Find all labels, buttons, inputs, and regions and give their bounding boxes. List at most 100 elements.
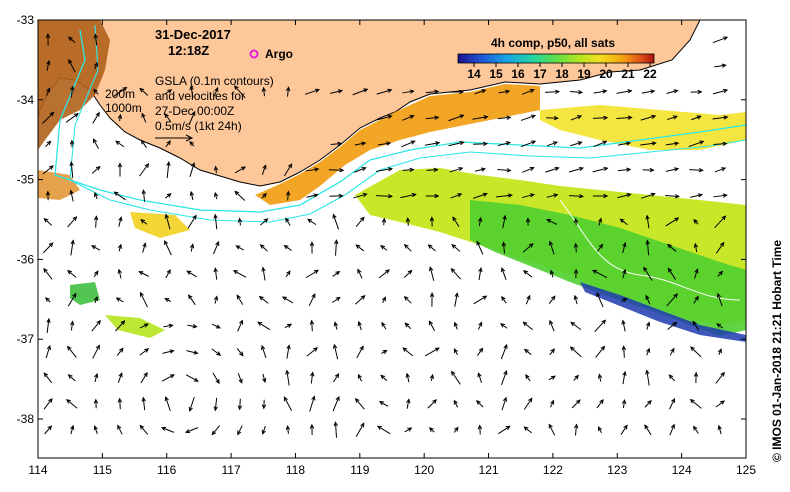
velocity-arrow <box>646 240 650 256</box>
velocity-arrowhead <box>452 216 457 222</box>
velocity-arrowhead <box>164 396 169 402</box>
velocity-arrow <box>46 60 50 72</box>
velocity-arrowhead <box>457 193 463 198</box>
velocity-arrow <box>477 348 483 356</box>
velocity-arrowhead <box>649 167 655 173</box>
velocity-arrowhead <box>428 427 434 432</box>
velocity-arrow <box>139 425 149 435</box>
velocity-arrow <box>641 193 655 199</box>
velocity-arrowhead <box>483 141 489 147</box>
colorbar-tick-label: 14 <box>467 67 481 81</box>
velocity-arrowhead <box>621 345 627 351</box>
x-tick-label: 125 <box>736 463 756 477</box>
velocity-arrowhead <box>432 399 438 404</box>
velocity-arrowhead <box>46 140 52 146</box>
velocity-arrow <box>329 90 343 94</box>
velocity-arrowhead <box>598 243 604 249</box>
velocity-arrow <box>307 218 317 226</box>
velocity-arrowhead <box>168 323 174 328</box>
velocity-arrow <box>190 191 194 201</box>
velocity-arrowhead <box>313 347 319 352</box>
velocity-arrow <box>114 191 126 201</box>
velocity-arrow <box>286 345 290 359</box>
velocity-arrow <box>332 214 340 230</box>
velocity-arrowhead <box>143 371 148 377</box>
velocity-arrowhead <box>240 166 246 171</box>
velocity-arrow <box>450 193 462 199</box>
velocity-arrowhead <box>548 240 554 246</box>
velocity-arrow <box>332 271 340 277</box>
velocity-arrowhead <box>717 424 722 430</box>
velocity-arrow <box>597 244 603 252</box>
velocity-arrow <box>44 425 52 435</box>
velocity-arrow <box>669 424 675 436</box>
velocity-arrowhead <box>332 343 338 349</box>
y-tick-label: -38 <box>17 412 35 426</box>
velocity-arrowhead <box>428 266 434 272</box>
velocity-arrowhead <box>285 190 291 196</box>
velocity-arrow <box>70 425 74 435</box>
velocity-arrow <box>622 400 626 408</box>
velocity-arrow <box>115 140 125 148</box>
velocity-arrowhead <box>550 375 556 380</box>
velocity-arrowhead <box>215 240 220 246</box>
velocity-arrow <box>428 320 436 332</box>
velocity-arrow <box>402 90 414 94</box>
velocity-arrowhead <box>117 162 123 168</box>
velocity-arrowhead <box>453 399 458 405</box>
velocity-arrow <box>717 271 723 277</box>
velocity-arrow <box>257 321 271 331</box>
velocity-arrowhead <box>285 217 290 223</box>
velocity-arrowhead <box>237 405 243 411</box>
velocity-arrowhead <box>337 141 343 147</box>
velocity-arrowhead <box>549 319 554 325</box>
velocity-arrow <box>592 269 608 279</box>
velocity-arrowhead <box>262 164 267 170</box>
isobath-200m <box>54 29 746 213</box>
velocity-arrowhead <box>429 292 435 298</box>
velocity-arrow <box>354 167 366 173</box>
velocity-arrowhead <box>670 423 675 429</box>
velocity-arrow <box>377 142 391 146</box>
velocity-arrowhead <box>553 115 559 121</box>
velocity-arrow <box>46 318 50 334</box>
velocity-arrow <box>478 217 482 227</box>
velocity-arrowhead <box>651 141 657 146</box>
velocity-arrow <box>570 91 582 93</box>
velocity-arrowhead <box>215 324 221 329</box>
velocity-arrowhead <box>164 297 170 303</box>
velocity-arrowhead <box>481 89 487 94</box>
velocity-arrowhead <box>453 321 459 327</box>
velocity-arrowhead <box>239 351 244 357</box>
velocity-arrowhead <box>621 319 626 325</box>
velocity-arrowhead <box>694 295 699 301</box>
velocity-arrowhead <box>523 270 528 275</box>
velocity-arrowhead <box>627 89 633 94</box>
velocity-arrow <box>448 141 464 147</box>
x-tick-label: 115 <box>93 463 112 477</box>
velocity-arrowhead <box>551 295 556 301</box>
velocity-arrow <box>140 372 148 384</box>
velocity-arrow <box>139 323 149 329</box>
velocity-arrow <box>496 194 512 198</box>
velocity-arrowhead <box>68 58 73 64</box>
velocity-arrow <box>261 165 267 175</box>
velocity-arrow <box>333 344 339 360</box>
velocity-arrowhead <box>402 347 408 352</box>
velocity-arrowhead <box>93 33 98 39</box>
velocity-arrowhead <box>93 425 98 431</box>
velocity-arrowhead <box>650 89 656 94</box>
isobath-200-label: 200m <box>105 87 135 101</box>
velocity-arrowhead <box>569 346 575 352</box>
velocity-arrowhead <box>93 88 98 94</box>
velocity-arrow <box>472 116 488 120</box>
isobath-1000m <box>69 24 746 223</box>
velocity-arrowhead <box>716 323 722 328</box>
velocity-arrowhead <box>259 244 265 249</box>
velocity-arrowhead <box>409 89 415 94</box>
velocity-arrowhead <box>721 63 727 68</box>
velocity-arrow <box>286 370 290 386</box>
velocity-arrow <box>116 297 124 303</box>
velocity-arrowhead <box>169 374 175 379</box>
velocity-arrowhead <box>458 166 464 172</box>
